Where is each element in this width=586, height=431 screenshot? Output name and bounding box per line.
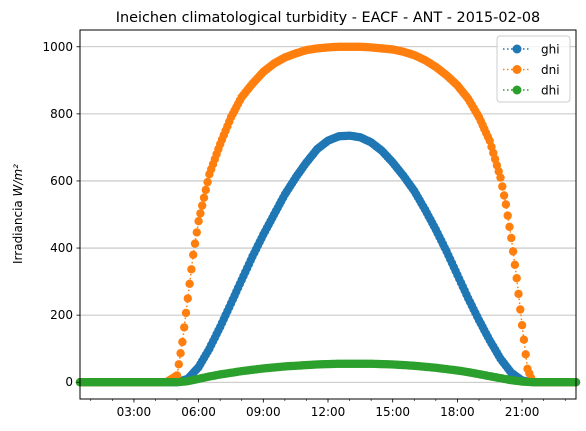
x-tick-label: 03:00	[117, 405, 152, 419]
dni-point	[510, 260, 520, 269]
legend-item-ghi: ghi	[503, 43, 560, 57]
series-dhi	[75, 359, 581, 387]
dni-point	[514, 289, 523, 299]
dni-point	[503, 211, 512, 220]
series-ghi	[75, 131, 581, 387]
y-tick-label: 0	[65, 375, 73, 389]
x-axis: 03:00 06:00 09:00 12:00 15:00 18:00 21:00	[90, 399, 566, 419]
chart-title: Ineichen climatological turbidity - EACF…	[116, 10, 540, 26]
dni-point	[505, 222, 514, 231]
y-axis-label-unit: W/m²	[11, 164, 25, 197]
dni-point	[180, 323, 189, 332]
dni-point	[199, 193, 209, 202]
dni-point	[507, 233, 516, 243]
x-tick-label: 06:00	[181, 405, 216, 419]
dni-point	[194, 217, 203, 226]
dni-point	[512, 274, 521, 283]
series-layer	[75, 42, 581, 387]
x-tick-label: 21:00	[505, 405, 540, 419]
y-tick-label: 800	[50, 107, 73, 121]
dni-point	[519, 335, 529, 344]
legend-item-dni: dni	[503, 63, 560, 77]
legend: ghi dni dhi	[496, 35, 571, 103]
dni-point	[190, 239, 200, 248]
dni-point	[178, 337, 187, 347]
y-tick-label: 600	[50, 174, 73, 188]
dni-point	[499, 191, 509, 200]
y-tick-label: 200	[50, 308, 73, 322]
y-axis-label: Irradiancia W/m²	[11, 164, 25, 264]
dni-point	[203, 177, 212, 187]
y-axis-label-prefix: Irradiancia	[11, 196, 25, 264]
dni-point	[183, 294, 192, 303]
dni-point	[174, 360, 183, 369]
legend-label-dhi: dhi	[541, 84, 560, 98]
legend-label-dni: dni	[541, 63, 560, 77]
dni-point	[496, 173, 505, 182]
dni-point	[192, 228, 201, 237]
y-axis: 0 200 400 600 800 1000	[42, 40, 80, 389]
dni-point	[185, 279, 194, 288]
dni-point	[508, 247, 518, 256]
dni-point	[516, 305, 525, 314]
legend-label-ghi: ghi	[541, 43, 560, 57]
dni-point	[187, 265, 196, 274]
dni-point	[176, 349, 185, 358]
y-tick-label: 400	[50, 241, 73, 255]
legend-marker-dhi	[512, 85, 522, 95]
dni-point	[172, 371, 182, 380]
dni-point	[521, 350, 530, 359]
legend-marker-ghi	[512, 44, 522, 54]
y-tick-label: 1000	[42, 40, 73, 54]
dni-point	[501, 200, 511, 209]
dni-point	[181, 308, 191, 318]
x-tick-label: 18:00	[440, 405, 475, 419]
dni-point	[201, 185, 210, 195]
dni-point	[189, 250, 198, 259]
x-tick-label: 09:00	[246, 405, 281, 419]
x-tick-label: 12:00	[311, 405, 346, 419]
legend-marker-dni	[512, 65, 522, 74]
dni-point	[198, 201, 207, 210]
x-tick-label: 15:00	[375, 405, 410, 419]
dni-point	[196, 209, 205, 218]
dni-point	[517, 321, 527, 330]
legend-item-dhi: dhi	[503, 84, 560, 98]
dni-point	[498, 182, 507, 191]
